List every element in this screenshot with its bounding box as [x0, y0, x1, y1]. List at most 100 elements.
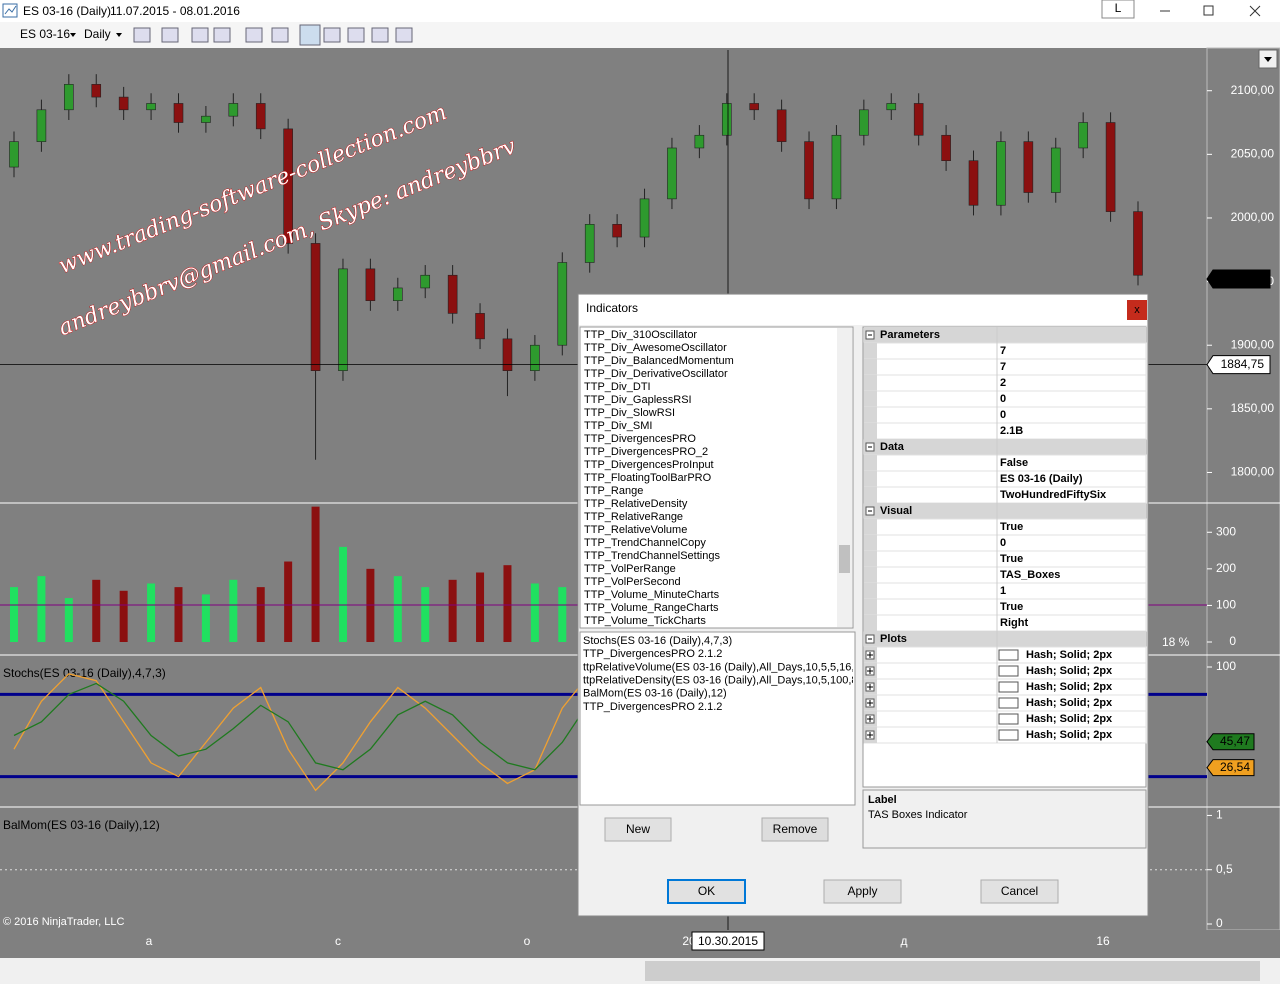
applied-item[interactable]: ttpRelativeDensity(ES 03-16 (Daily),All_…: [583, 675, 864, 687]
volume-bar: [311, 506, 320, 642]
list-scrollbar: [837, 328, 852, 627]
property-value: Hash; Solid; 2px: [1026, 729, 1113, 741]
list-item[interactable]: TTP_FloatingToolBarPRO: [584, 472, 712, 484]
list-item[interactable]: TTP_RelativeVolume: [584, 524, 687, 536]
expand-glyph: [867, 700, 873, 706]
property-gutter: [864, 487, 877, 503]
list-item[interactable]: TTP_Div_310Oscillator: [584, 329, 697, 341]
category-name: Plots: [880, 633, 907, 645]
volume-bar: [421, 587, 430, 642]
list-item[interactable]: TTP_Volume_MinuteCharts: [584, 589, 720, 601]
applied-item[interactable]: Stochs(ES 03-16 (Daily),4,7,3): [583, 635, 732, 647]
dialog-close[interactable]: [1127, 300, 1147, 320]
toolbar: [0, 22, 1280, 48]
y-tick-label: 200: [1216, 561, 1236, 575]
property-gutter: [864, 599, 877, 615]
list-item[interactable]: TTP_Div_AwesomeOscillator: [584, 342, 727, 354]
restore[interactable]: [1203, 5, 1214, 16]
scroll-thumb[interactable]: [645, 961, 1260, 981]
list-item[interactable]: TTP_Div_SlowRSI: [584, 407, 675, 419]
list-item[interactable]: TTP_Volume_RangeCharts: [584, 602, 719, 614]
list-item[interactable]: TTP_RelativeDensity: [584, 498, 688, 510]
y-tick-label: 2100,00: [1231, 83, 1275, 97]
volume-bar: [256, 587, 265, 642]
list-item[interactable]: TTP_TrendChannelCopy: [584, 537, 706, 549]
applied-item[interactable]: TTP_DivergencesPRO 2.1.2: [583, 701, 722, 713]
candle-body: [1078, 122, 1088, 149]
volume-bar: [201, 594, 210, 642]
list-item[interactable]: TTP_Div_DerivativeOscillator: [584, 368, 728, 380]
copyright: © 2016 NinjaTrader, LLC: [3, 916, 124, 928]
applied-item[interactable]: BalMom(ES 03-16 (Daily),12): [583, 688, 727, 700]
candle-body: [502, 338, 513, 371]
list-item[interactable]: TTP_TrendChannelSettings: [584, 550, 720, 562]
layout-button[interactable]: [1101, 0, 1135, 19]
list-item[interactable]: TTP_Div_GaplessRSI: [584, 394, 692, 406]
dialog-title: Indicators: [586, 301, 638, 315]
property-gutter: [864, 551, 877, 567]
property-value: Hash; Solid; 2px: [1026, 665, 1113, 677]
instrument-select[interactable]: ES 03-16: [20, 27, 70, 41]
property-value: True: [1000, 553, 1023, 565]
candle-body: [804, 141, 814, 200]
list-item[interactable]: TTP_Range: [584, 485, 643, 497]
list-item[interactable]: TTP_DivergencesProInput: [584, 459, 714, 471]
list-item[interactable]: TTP_VolPerSecond: [584, 576, 681, 588]
description-text: TAS Boxes Indicator: [868, 809, 968, 821]
property-category: [864, 503, 1146, 519]
volume-percent: 18 %: [1162, 635, 1190, 649]
ok-button[interactable]: [667, 879, 746, 904]
volume-bar: [10, 587, 18, 642]
property-value: 0: [1000, 393, 1006, 405]
volume-bar: [503, 565, 512, 642]
list-item[interactable]: TTP_Div_BalancedMomentum: [584, 355, 734, 367]
new-button[interactable]: [604, 817, 672, 842]
expand-glyph: [867, 684, 873, 690]
volume-bar: [393, 576, 402, 642]
candle-body: [1050, 147, 1061, 193]
candle-body: [228, 103, 239, 117]
list-item[interactable]: TTP_Div_SMI: [584, 420, 652, 432]
property-gutter: [864, 407, 877, 423]
toolbar-icons[interactable]: [133, 24, 413, 46]
property-value: 1: [1000, 585, 1006, 597]
candle-body: [310, 243, 321, 371]
remove-button[interactable]: [761, 817, 829, 842]
list-item[interactable]: TTP_DivergencesPRO: [584, 433, 696, 445]
candle-body: [859, 109, 869, 136]
panel-title: BalMom(ES 03-16 (Daily),12): [3, 818, 160, 832]
property-value: Hash; Solid; 2px: [1026, 681, 1113, 693]
list-item[interactable]: TTP_VolPerRange: [584, 563, 676, 575]
y-tick-label: 100: [1216, 659, 1236, 673]
candle-body: [338, 268, 348, 371]
list-item[interactable]: TTP_DivergencesPRO_2: [584, 446, 708, 458]
applied-item[interactable]: TTP_DivergencesPRO 2.1.2: [583, 648, 722, 660]
y-tick-label: 1800,00: [1231, 465, 1275, 479]
description-box: [862, 789, 1147, 849]
price-marker: [1206, 355, 1271, 375]
applied-list[interactable]: [579, 631, 856, 806]
list-item[interactable]: TTP_Div_DTI: [584, 381, 651, 393]
candle-body: [996, 141, 1006, 206]
list-item[interactable]: TTP_Volume_TickCharts: [584, 615, 706, 627]
property-gutter: [864, 615, 877, 631]
x-tick-label: с: [335, 934, 341, 948]
x-tick-label: а: [146, 934, 153, 948]
volume-bar: [338, 546, 347, 642]
close[interactable]: [1249, 5, 1261, 17]
price-marker: [1206, 269, 1271, 289]
list-item[interactable]: TTP_RelativeRange: [584, 511, 683, 523]
applied-item[interactable]: ttpRelativeVolume(ES 03-16 (Daily),All_D…: [583, 661, 867, 673]
cancel-button[interactable]: [980, 879, 1059, 904]
period-select[interactable]: Daily: [84, 27, 111, 41]
dialog-close-label: x: [1134, 304, 1140, 316]
indicator-list[interactable]: [579, 326, 854, 629]
panel-title: Stochs(ES 03-16 (Daily),4,7,3): [3, 666, 166, 680]
candle-body: [639, 198, 650, 238]
list-scroll-thumb[interactable]: [839, 545, 850, 573]
apply-button[interactable]: [823, 879, 902, 904]
candle-body: [776, 109, 787, 142]
volume-bar: [174, 587, 183, 642]
property-value: True: [1000, 521, 1023, 533]
plot-swatch: [998, 681, 1019, 693]
